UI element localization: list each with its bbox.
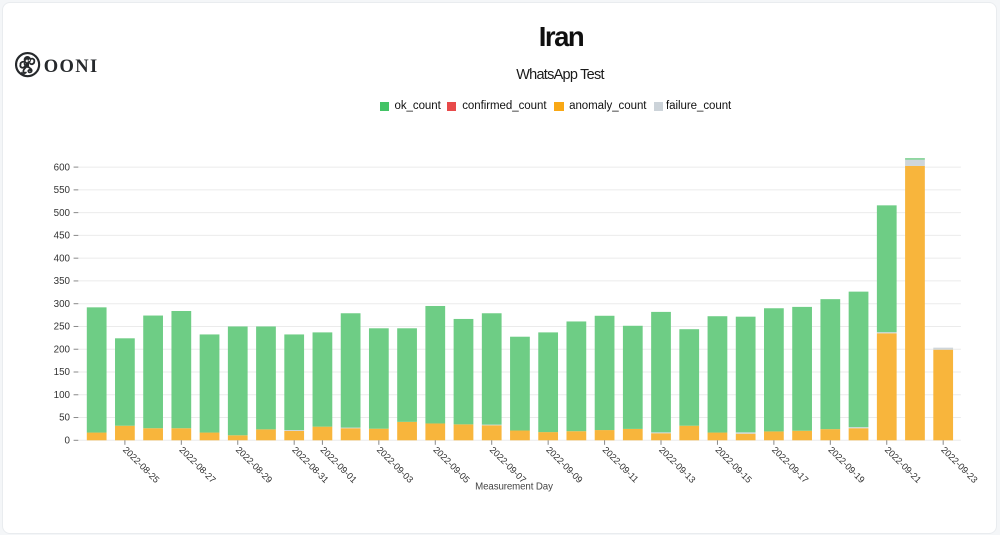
svg-text:350: 350	[54, 276, 71, 287]
svg-text:400: 400	[54, 253, 71, 264]
svg-text:2022-09-23: 2022-09-23	[939, 445, 979, 485]
svg-text:250: 250	[54, 322, 71, 333]
svg-text:300: 300	[54, 299, 71, 310]
svg-text:OONI: OONI	[44, 57, 99, 77]
svg-text:2022-08-27: 2022-08-27	[177, 445, 217, 485]
svg-text:2022-09-13: 2022-09-13	[657, 445, 697, 485]
svg-text:150: 150	[54, 367, 71, 378]
svg-text:2022-09-21: 2022-09-21	[883, 445, 923, 485]
svg-text:2022-09-09: 2022-09-09	[544, 445, 584, 485]
svg-text:2022-09-17: 2022-09-17	[770, 445, 810, 485]
svg-text:2022-08-29: 2022-08-29	[234, 445, 274, 485]
svg-text:2022-09-11: 2022-09-11	[601, 445, 641, 485]
svg-text:550: 550	[54, 185, 71, 196]
svg-text:100: 100	[54, 390, 71, 401]
svg-text:500: 500	[54, 208, 71, 219]
svg-text:2022-09-15: 2022-09-15	[714, 445, 754, 485]
svg-text:2022-09-19: 2022-09-19	[826, 445, 866, 485]
svg-text:600: 600	[54, 162, 71, 173]
svg-text:0: 0	[65, 436, 71, 447]
svg-text:450: 450	[54, 231, 71, 242]
svg-text:2022-09-07: 2022-09-07	[488, 445, 528, 485]
svg-text:Measurement Day: Measurement Day	[475, 482, 553, 493]
svg-text:200: 200	[54, 344, 71, 355]
svg-text:50: 50	[59, 413, 70, 424]
svg-text:2022-09-05: 2022-09-05	[431, 445, 471, 485]
svg-text:2022-08-25: 2022-08-25	[121, 445, 161, 485]
svg-text:2022-09-03: 2022-09-03	[375, 445, 415, 485]
